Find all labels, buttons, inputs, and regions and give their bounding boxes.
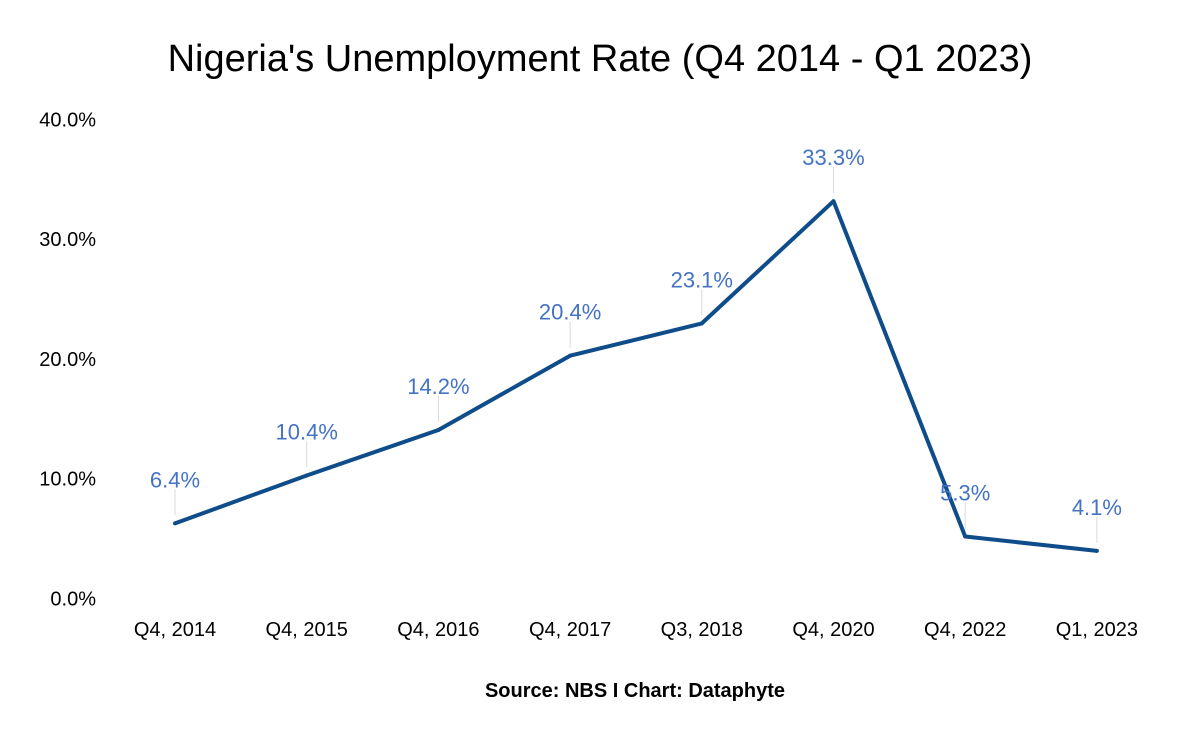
chart-title: Nigeria's Unemployment Rate (Q4 2014 - Q…	[167, 38, 1033, 80]
x-tick-label: Q4, 2015	[266, 619, 348, 641]
y-tick-label: 0.0%	[50, 588, 96, 610]
x-tick-label: Q4, 2017	[529, 619, 611, 641]
data-label: 4.1%	[1072, 495, 1122, 520]
data-label: 23.1%	[671, 267, 733, 292]
data-label: 6.4%	[150, 467, 200, 492]
data-point	[963, 534, 968, 539]
data-point	[304, 473, 309, 478]
data-label: 5.3%	[940, 481, 990, 506]
series-line	[174, 199, 1098, 553]
data-point	[699, 321, 704, 326]
y-tick-label: 40.0%	[39, 109, 96, 131]
y-tick-label: 20.0%	[39, 349, 96, 371]
x-tick-label: Q4, 2022	[924, 619, 1006, 641]
y-tick-label: 10.0%	[39, 469, 96, 491]
data-label: 14.2%	[407, 374, 469, 399]
x-tick-label: Q4, 2016	[397, 619, 479, 641]
x-tick-label: Q4, 2014	[134, 619, 216, 641]
data-point	[831, 199, 836, 204]
data-point	[1094, 548, 1099, 553]
x-tick-label: Q1, 2023	[1056, 619, 1138, 641]
data-labels: 6.4% 10.4% 14.2% 20.4% 23.1% 33.3% 5.3% 4.1%	[150, 145, 1122, 520]
data-label: 10.4%	[276, 419, 338, 444]
data-label: 20.4%	[539, 300, 601, 325]
data-label-leaders	[174, 167, 1098, 543]
data-point	[436, 427, 441, 432]
data-label: 33.3%	[802, 145, 864, 170]
data-point	[568, 353, 573, 358]
y-tick-label: 30.0%	[39, 229, 96, 251]
y-axis-ticks: 0.0% 10.0% 20.0% 30.0% 40.0%	[39, 109, 96, 610]
x-tick-label: Q4, 2020	[792, 619, 874, 641]
x-axis-ticks: Q4, 2014 Q4, 2015 Q4, 2016 Q4, 2017 Q3, 2018…	[134, 619, 1138, 641]
chart-source: Source: NBS I Chart: Dataphyte	[484, 680, 786, 702]
x-tick-label: Q3, 2018	[661, 619, 743, 641]
data-point	[173, 521, 177, 526]
data-points	[173, 199, 1099, 553]
